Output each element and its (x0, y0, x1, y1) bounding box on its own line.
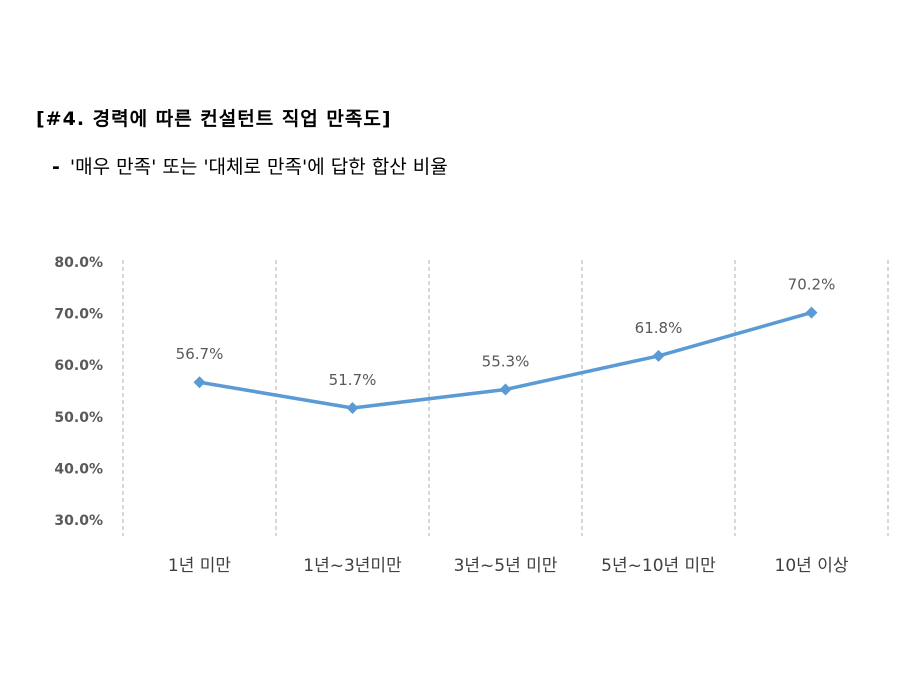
data-label: 51.7% (329, 371, 377, 389)
y-tick-label: 80.0% (54, 255, 103, 271)
chart-title: [#4. 경력에 따른 컨설턴트 직업 만족도] (36, 108, 392, 130)
data-point-marker (193, 376, 206, 389)
x-category-label: 10년 이상 (775, 556, 849, 576)
data-point-marker (652, 349, 665, 362)
data-point-marker (805, 306, 818, 319)
y-tick-label: 40.0% (54, 461, 103, 477)
x-category-label: 1년~3년미만 (303, 556, 402, 576)
data-label: 70.2% (788, 276, 836, 294)
x-category-label: 1년 미만 (168, 556, 231, 576)
y-tick-label: 70.0% (54, 307, 103, 323)
y-tick-label: 30.0% (54, 513, 103, 529)
subtitle-bullet: - (52, 156, 60, 178)
y-tick-label: 50.0% (54, 410, 103, 426)
data-label: 55.3% (482, 352, 530, 370)
data-label: 61.8% (635, 319, 683, 337)
x-category-label: 5년~10년 미만 (601, 556, 716, 576)
subtitle-text: '매우 만족' 또는 '대체로 만족'에 답한 합산 비율 (69, 156, 448, 178)
x-category-label: 3년~5년 미만 (454, 556, 558, 576)
data-label: 56.7% (176, 345, 224, 363)
y-tick-label: 60.0% (54, 358, 103, 374)
data-point-marker (346, 402, 359, 415)
data-point-marker (499, 383, 512, 396)
chart-subtitle: - '매우 만족' 또는 '대체로 만족'에 답한 합산 비율 (52, 152, 448, 179)
